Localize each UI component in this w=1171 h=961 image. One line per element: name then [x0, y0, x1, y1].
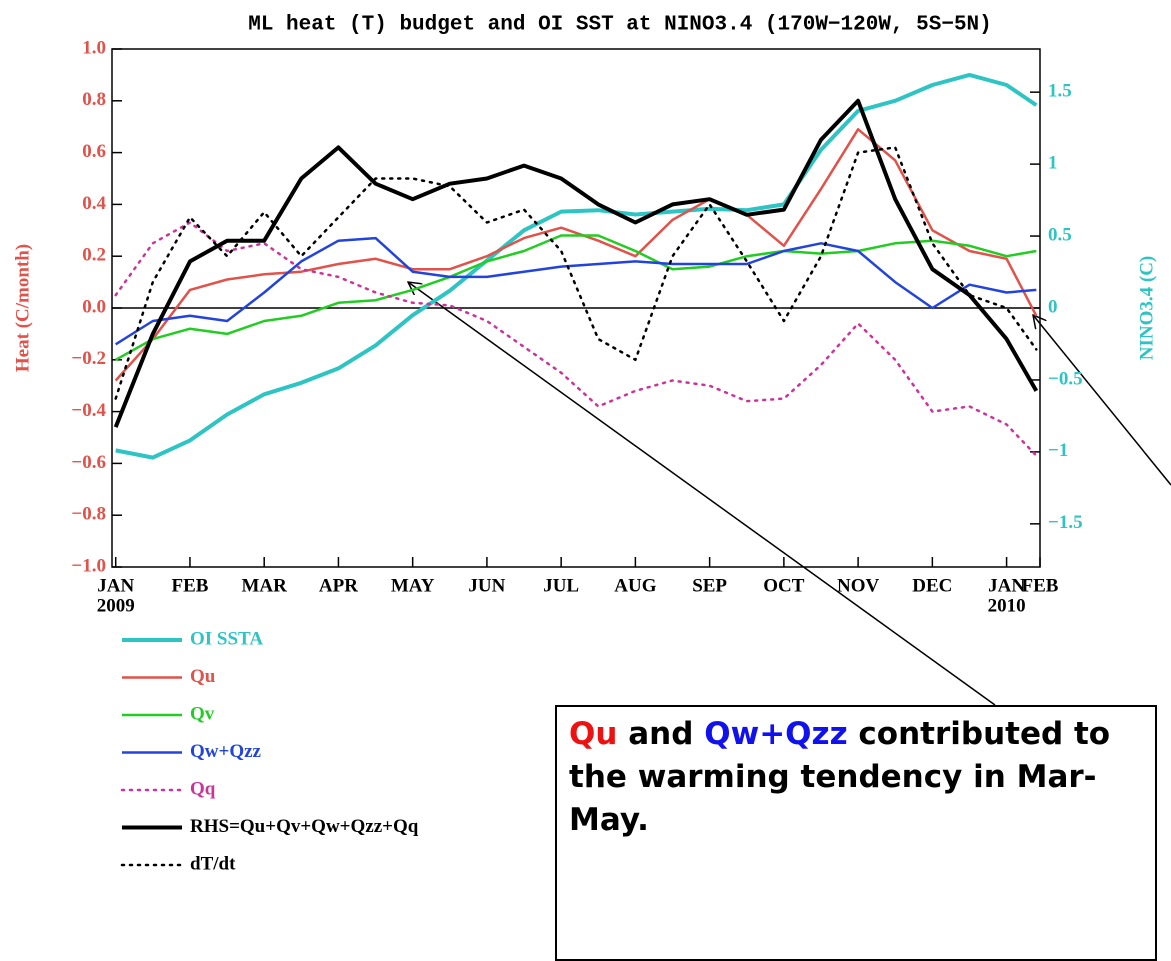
y2-tick-label: 0 [1048, 296, 1058, 317]
x-tick-label: FEB [171, 575, 208, 596]
x-tick-label: JAN [97, 575, 134, 596]
y-tick-label: −1.0 [71, 555, 106, 576]
series-line [114, 146, 1038, 400]
x-tick-label: JAN [988, 575, 1025, 596]
x-tick-label: DEC [912, 575, 952, 596]
annotation: Qu and Qw+Qzz contributed to the warming… [555, 705, 1157, 961]
legend-label: Qu [190, 666, 216, 687]
y-tick-label: −0.6 [71, 452, 106, 473]
x-tick-label: MAY [391, 575, 435, 596]
annotation-text: contributed to the warming tendency in M… [569, 716, 1111, 838]
y-tick-label: 0.2 [82, 245, 106, 266]
plot-lines [113, 72, 1039, 460]
annotation-text: and [628, 716, 694, 752]
y2-tick-label: 1 [1048, 152, 1058, 173]
y-tick-label: −0.2 [71, 348, 106, 369]
series-line [114, 128, 1038, 382]
legend-label: dT/dt [190, 853, 236, 874]
legend-label: OI SSTA [190, 628, 263, 649]
x-year-label: 2009 [97, 595, 135, 616]
y-tick-label: 1.0 [82, 37, 106, 58]
y-tick-label: −0.4 [71, 400, 106, 421]
y-tick-label: 0.0 [82, 296, 106, 317]
x-tick-label: JUL [543, 575, 579, 596]
x-tick-label: APR [319, 575, 358, 596]
y-tick-label: 0.6 [82, 141, 106, 162]
x-tick-label: FEB [1022, 575, 1059, 596]
series-line [114, 221, 1038, 457]
x-year-label: 2010 [988, 595, 1026, 616]
y-axis-label: Heat (C/month) [12, 244, 33, 372]
chart-title: ML heat (T) budget and OI SST at NINO3.4… [248, 14, 992, 37]
x-tick-label: OCT [763, 575, 805, 596]
y2-tick-label: −0.5 [1048, 368, 1083, 389]
annotation-text: Qw+Qzz [704, 716, 848, 752]
x-tick-label: NOV [837, 575, 880, 596]
x-tick-label: JUN [468, 575, 505, 596]
y2-tick-label: −1 [1048, 440, 1068, 461]
legend-label: Qv [190, 703, 215, 724]
y-tick-label: 0.8 [82, 89, 106, 110]
annotation-text: Qu [569, 716, 618, 752]
x-tick-label: SEP [692, 575, 727, 596]
y-tick-label: −0.8 [71, 504, 106, 525]
y2-tick-label: 0.5 [1048, 224, 1072, 245]
y-tick-label: 0.4 [82, 193, 106, 214]
arrow [408, 282, 996, 706]
series-line [115, 234, 1037, 361]
x-tick-label: AUG [614, 575, 656, 596]
series-line [115, 72, 1038, 460]
y2-axis-label: NINO3.4 (C) [1136, 256, 1157, 361]
legend-label: Qq [190, 778, 216, 799]
series-line [115, 236, 1037, 346]
legend-label: RHS=Qu+Qv+Qw+Qzz+Qq [190, 816, 419, 837]
x-tick-label: MAR [241, 575, 287, 596]
y2-tick-label: 1.5 [1048, 81, 1072, 102]
arrow [1033, 315, 1171, 486]
series-line [113, 98, 1039, 428]
legend-label: Qw+Qzz [190, 741, 262, 762]
y2-tick-label: −1.5 [1048, 512, 1083, 533]
